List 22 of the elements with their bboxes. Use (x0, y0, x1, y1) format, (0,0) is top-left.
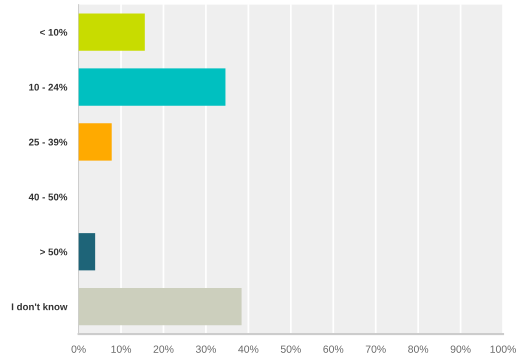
y-tick-label: 10 - 24% (29, 84, 68, 91)
bar (78, 288, 242, 326)
x-tick-label: 100% (490, 345, 516, 353)
x-tick-label: 30% (196, 345, 216, 353)
x-tick-label: 40% (238, 345, 258, 353)
x-tick-label: 70% (366, 345, 386, 353)
y-tick-label: > 50% (40, 248, 68, 256)
y-tick-label: 25 - 39% (28, 138, 68, 146)
bar (78, 68, 226, 106)
bar (78, 13, 145, 51)
bar (78, 233, 96, 270)
x-tick-label: 20% (154, 345, 174, 353)
y-tick-label: 40 - 50% (28, 194, 68, 200)
y-tick-label: < 10% (40, 28, 68, 36)
x-tick-label: 10% (111, 345, 132, 353)
x-tick-label: 60% (323, 345, 344, 353)
x-tick-label: 80% (408, 345, 428, 353)
bar (78, 123, 112, 161)
x-tick-label: 50% (280, 345, 301, 353)
x-tick-label: 90% (450, 345, 471, 353)
y-tick-label: I don't know (12, 303, 68, 310)
x-tick-label: 0% (71, 345, 86, 353)
